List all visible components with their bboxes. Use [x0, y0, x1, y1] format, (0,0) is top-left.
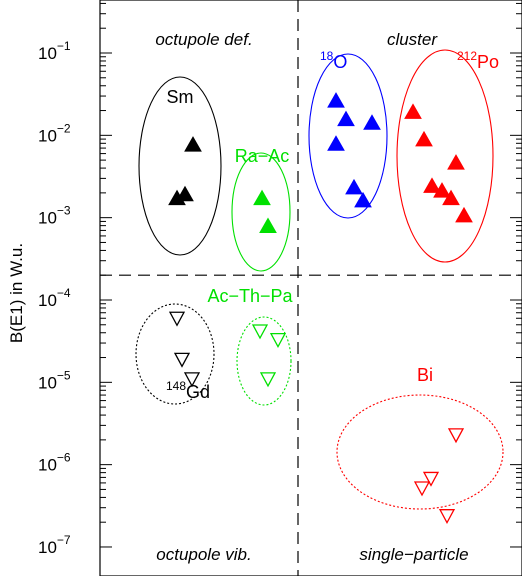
data-point-po212 — [404, 103, 422, 119]
group-ac-th-pa: Ac−Th−Pa — [207, 286, 294, 406]
group-ellipse-sm — [138, 76, 222, 256]
group-label-po212: 212Po — [457, 49, 499, 72]
data-point-po212 — [433, 182, 451, 198]
data-point-bi — [447, 428, 465, 444]
group-ellipse-bi — [336, 394, 504, 510]
data-point-po212 — [455, 206, 473, 223]
data-point-ra-ac — [259, 217, 277, 234]
group-ellipse-gd148 — [135, 303, 215, 405]
data-point-ac-th-pa — [269, 332, 287, 349]
data-point-sm — [168, 189, 186, 206]
group-label-ra-ac: Ra−Ac — [235, 146, 290, 166]
y-axis-ticks: 10−1 10−2 10−3 10−4 10−5 10−6 10−7 — [38, 2, 522, 557]
data-point-ac-th-pa — [259, 372, 277, 388]
data-groups: Sm Ra−Ac 18O 212Po 148Gd Ac−Th−Pa Bi — [135, 49, 504, 525]
data-point-sm — [184, 136, 202, 152]
group-ellipse-ra-ac — [231, 152, 291, 272]
region-label-octupole-def: octupole def. — [155, 30, 252, 49]
region-label-octupole-vib: octupole vib. — [156, 545, 251, 564]
data-point-gd148 — [173, 352, 191, 368]
group-po212: 212Po — [396, 49, 499, 263]
y-tick-label: 10−6 — [38, 451, 71, 475]
group-label-o18: 18O — [320, 49, 347, 72]
group-bi: Bi — [336, 365, 504, 525]
y-axis-label: B(E1) in W.u. — [7, 243, 26, 343]
region-label-cluster: cluster — [387, 30, 438, 49]
group-ellipse-ac-th-pa — [236, 316, 292, 406]
y-tick-label: 10−7 — [38, 533, 71, 557]
group-ellipse-po212 — [396, 49, 494, 263]
data-point-po212 — [442, 189, 460, 206]
data-point-o18 — [327, 135, 345, 151]
y-tick-label: 10−5 — [38, 368, 71, 392]
group-label-bi: Bi — [417, 365, 433, 385]
y-tick-label: 10−2 — [38, 121, 71, 145]
group-gd148: 148Gd — [135, 303, 215, 405]
data-point-ac-th-pa — [251, 324, 269, 340]
data-point-po212 — [423, 177, 441, 193]
data-point-po212 — [415, 130, 433, 147]
y-axis-title: B(E1) in W.u. — [7, 243, 26, 343]
data-point-bi — [422, 471, 440, 487]
data-point-gd148 — [183, 372, 201, 388]
group-label-sm: Sm — [167, 87, 194, 107]
group-ra-ac: Ra−Ac — [231, 146, 291, 272]
group-ellipse-o18 — [308, 53, 388, 219]
data-point-bi — [438, 509, 456, 525]
group-o18: 18O — [308, 49, 388, 219]
data-point-o18 — [327, 92, 345, 108]
data-point-o18 — [337, 110, 355, 127]
y-tick-label: 10−1 — [38, 39, 71, 63]
y-tick-label: 10−3 — [38, 204, 71, 228]
data-point-bi — [413, 481, 431, 497]
data-point-gd148 — [168, 311, 186, 327]
plot-frame — [99, 0, 522, 576]
region-dividers — [100, 0, 522, 576]
data-point-o18 — [363, 114, 381, 130]
group-label-gd148: 148Gd — [166, 379, 210, 402]
data-point-o18 — [345, 178, 363, 195]
data-point-ra-ac — [253, 189, 271, 206]
group-sm: Sm — [138, 76, 222, 256]
region-label-single-particle: single−particle — [359, 545, 468, 564]
data-point-o18 — [354, 191, 372, 208]
group-label-ac-th-pa: Ac−Th−Pa — [207, 286, 293, 306]
data-point-po212 — [447, 154, 465, 170]
y-tick-label: 10−4 — [38, 286, 71, 310]
